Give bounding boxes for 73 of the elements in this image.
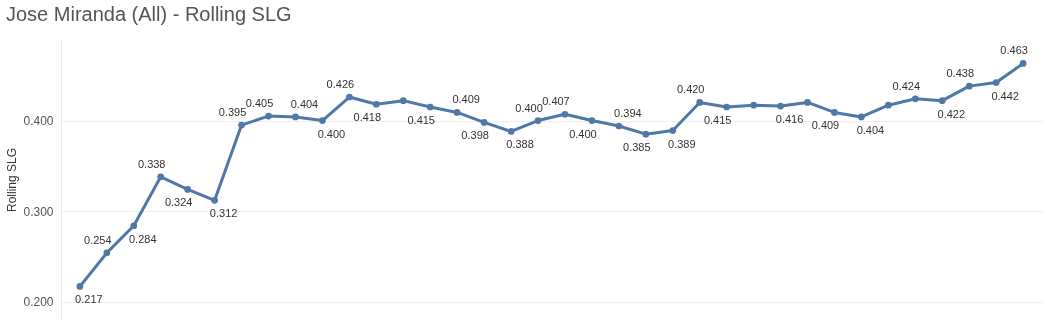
chart-title: Jose Miranda (All) - Rolling SLG: [5, 3, 292, 25]
data-label: 0.424: [892, 79, 921, 92]
data-label: 0.415: [407, 113, 435, 126]
data-label: 0.422: [937, 107, 966, 120]
y-axis-title: Rolling SLG: [5, 147, 20, 213]
data-label: 0.395: [218, 106, 247, 119]
data-label: 0.400: [317, 127, 346, 140]
point: [831, 109, 838, 116]
data-label: 0.388: [506, 138, 534, 151]
data-label: 0.418: [353, 111, 382, 124]
data-label: 0.463: [1000, 44, 1028, 57]
data-label: 0.442: [991, 89, 1019, 102]
data-label: 0.324: [164, 196, 193, 209]
data-label: 0.405: [245, 97, 274, 110]
y-tick-label: 0.200: [23, 295, 54, 310]
point: [184, 186, 192, 193]
point: [777, 102, 784, 110]
point: [696, 99, 704, 106]
point: [938, 97, 946, 104]
point: [507, 128, 515, 135]
data-label: 0.400: [515, 101, 543, 114]
point: [911, 95, 919, 103]
point: [965, 82, 973, 90]
data-label: 0.254: [84, 233, 112, 246]
data-label: 0.389: [668, 137, 696, 150]
data-label: 0.420: [676, 83, 705, 96]
point: [750, 101, 757, 109]
point: [346, 93, 353, 101]
data-label: 0.426: [326, 78, 355, 91]
point: [372, 100, 380, 108]
data-label: 0.312: [209, 207, 238, 220]
point: [238, 121, 245, 129]
point: [292, 113, 299, 121]
data-label: 0.409: [452, 93, 480, 106]
point: [453, 109, 461, 116]
point: [561, 110, 569, 118]
data-label: 0.415: [703, 113, 732, 126]
data-label: 0.416: [775, 113, 804, 126]
data-label: 0.398: [461, 129, 489, 142]
point: [265, 112, 272, 120]
y-tick-label: 0.300: [23, 204, 54, 219]
data-label: 0.338: [137, 157, 166, 170]
point: [1019, 60, 1027, 67]
point: [588, 117, 596, 124]
point: [992, 79, 1000, 86]
point: [480, 119, 488, 126]
data-label: 0.400: [569, 127, 597, 140]
point: [669, 127, 677, 134]
point: [615, 122, 623, 130]
data-label: 0.438: [946, 67, 974, 80]
data-label: 0.217: [75, 293, 103, 306]
point: [723, 103, 731, 111]
data-label: 0.407: [542, 95, 570, 108]
point: [399, 97, 407, 104]
point: [885, 101, 892, 109]
y-tick-label: 0.400: [23, 114, 54, 129]
point: [319, 117, 326, 124]
point: [642, 130, 650, 138]
point: [76, 283, 84, 290]
point: [804, 99, 811, 106]
point: [211, 197, 218, 204]
data-label: 0.284: [129, 232, 157, 245]
point: [157, 173, 165, 181]
point: [858, 113, 865, 121]
point: [130, 222, 138, 230]
data-label: 0.409: [811, 119, 840, 132]
data-label: 0.394: [614, 107, 642, 120]
point: [426, 103, 434, 111]
data-label: 0.385: [623, 141, 651, 154]
data-label: 0.404: [856, 123, 885, 136]
point: [103, 249, 111, 257]
point: [534, 117, 542, 124]
data-label: 0.404: [290, 97, 319, 110]
